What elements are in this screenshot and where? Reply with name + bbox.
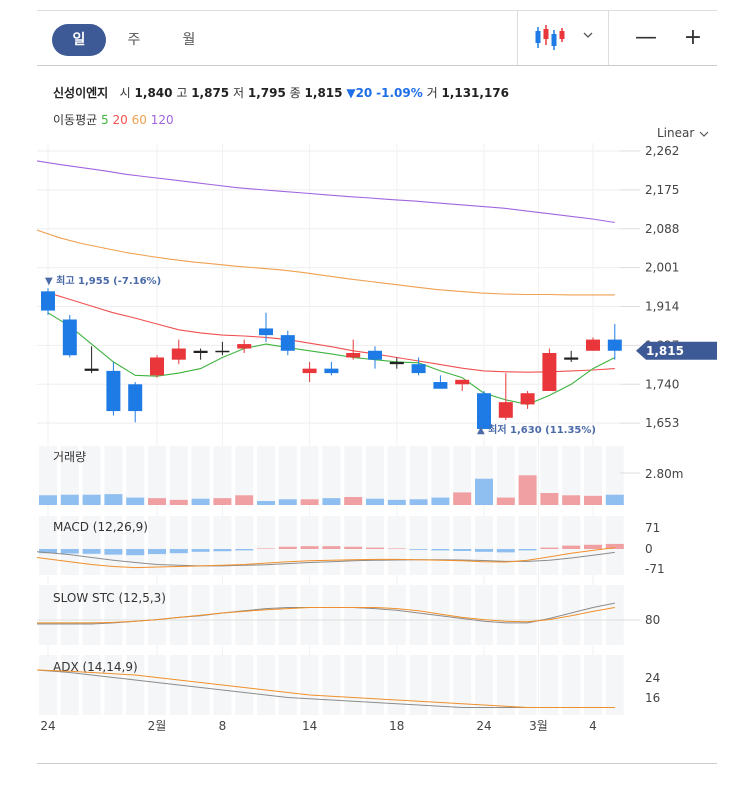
scale-selector[interactable]: Linear — [657, 126, 710, 140]
low-label: 저 — [233, 86, 245, 100]
zoom-out-button[interactable]: — — [635, 25, 657, 50]
scale-label: Linear — [657, 126, 695, 140]
ma-legend-60: 60 — [131, 113, 147, 127]
close-label: 종 — [289, 86, 301, 100]
ma-legend-120: 120 — [150, 113, 174, 127]
ma-legend-5: 5 — [101, 113, 109, 127]
period-month-button[interactable]: 월 — [182, 32, 196, 48]
high-label: 고 — [176, 86, 188, 100]
stock-name: 신성이엔지 — [53, 86, 109, 100]
high-value: 1,875 — [191, 86, 230, 100]
period-week-button[interactable]: 주 — [127, 32, 141, 48]
low-value: 1,795 — [247, 86, 286, 100]
open-label: 시 — [119, 86, 131, 100]
close-value: 1,815 — [304, 86, 343, 100]
bottom-divider — [37, 763, 717, 764]
period-selector: 일 주 월 — [52, 24, 217, 56]
chevron-down-icon — [583, 32, 593, 38]
candlestick-icon — [535, 25, 593, 50]
ma-legend-20: 20 — [112, 113, 128, 127]
ma-legend-label: 이동평균 — [53, 113, 98, 127]
open-value: 1,840 — [134, 86, 173, 100]
chart-toolbar: 일 주 월 — + — [37, 10, 717, 66]
ma-legend: 이동평균 5 20 60 120 — [53, 111, 174, 128]
chart-frame — [37, 10, 717, 766]
change-percent: -1.09% — [376, 86, 423, 100]
scale-chevron-icon — [699, 131, 709, 137]
stock-info: 신성이엔지 시 1,840 고 1,875 저 1,795 종 1,815 ▼2… — [53, 84, 509, 101]
change-value: ▼20 — [346, 86, 373, 100]
volume-value: 1,131,176 — [441, 86, 510, 100]
chart-type-selector[interactable] — [517, 10, 609, 65]
period-day-button[interactable]: 일 — [52, 24, 106, 56]
zoom-in-button[interactable]: + — [683, 25, 703, 50]
volume-label: 거 — [426, 86, 438, 100]
